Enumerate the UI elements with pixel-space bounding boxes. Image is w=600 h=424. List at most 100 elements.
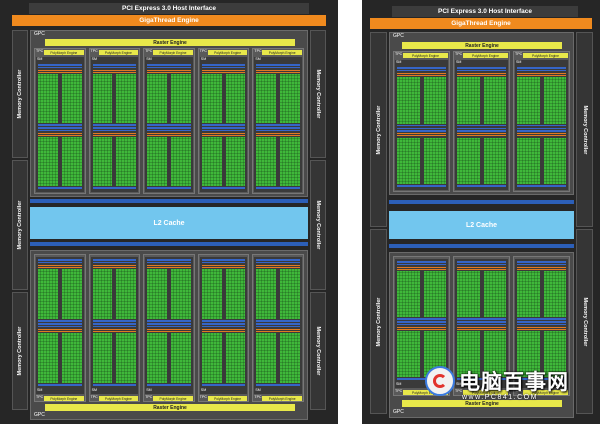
- sm-blue-bar: [457, 130, 506, 132]
- right-host-interface: PCI Express 3.0 Host Interface: [392, 6, 578, 17]
- sm-blue-bar: [147, 127, 191, 129]
- sm-orange-bar: [38, 266, 82, 268]
- cuda-core-grid: [397, 271, 420, 317]
- cuda-core-grid: [483, 271, 506, 317]
- sm-orange-bar: [38, 264, 82, 266]
- sm-blue-bar: [201, 320, 246, 322]
- sm-blue-bar: [38, 384, 82, 386]
- sm-blue-bar: [517, 321, 566, 323]
- sm-blue-bar: [397, 130, 446, 132]
- sm-orange-bar: [397, 135, 446, 137]
- sm-orange-bar: [457, 266, 506, 268]
- sm-orange-bar: [256, 71, 300, 73]
- left-bottom-raster-engine: Raster Engine: [45, 404, 295, 411]
- sm-orange-bar: [256, 264, 300, 266]
- sm-orange-bar: [397, 74, 446, 76]
- tpc-block: TPC PolyMorph Engine SM: [252, 254, 304, 402]
- sm-blue-bar: [256, 261, 300, 263]
- cuda-core-grid: [116, 74, 137, 123]
- tpc-block: TPC PolyMorph Engine SM: [453, 51, 510, 192]
- sm-blue-bar: [256, 187, 300, 189]
- right-gigathread-engine: GigaThread Engine: [370, 18, 592, 29]
- cuda-core-grid: [280, 269, 300, 319]
- sm-blue-bar: [38, 325, 82, 327]
- polymorph-engine: PolyMorph Engine: [523, 53, 568, 58]
- polymorph-engine: PolyMorph Engine: [403, 390, 448, 395]
- cuda-core-grid: [457, 137, 480, 184]
- tpc-block: TPC PolyMorph Engine SM: [252, 48, 304, 194]
- tpc-block: TPC PolyMorph Engine SM: [513, 256, 570, 396]
- sm-label: SM: [456, 382, 462, 386]
- right-l2-bar-bottom: [389, 244, 574, 248]
- sm-orange-bar: [147, 266, 191, 268]
- sm-orange-bar: [256, 266, 300, 268]
- sm-blue-bar: [397, 318, 446, 320]
- polymorph-engine: PolyMorph Engine: [262, 50, 302, 55]
- cuda-core-grid: [92, 74, 113, 123]
- polymorph-engine: PolyMorph Engine: [207, 396, 248, 401]
- cuda-core-grid: [201, 333, 222, 383]
- sm-blue-bar: [397, 261, 446, 263]
- cuda-core-grid: [423, 271, 446, 317]
- sm-blue-bar: [147, 384, 191, 386]
- cuda-core-grid: [397, 77, 420, 124]
- sm-orange-bar: [92, 264, 137, 266]
- sm-blue-bar: [38, 66, 82, 68]
- sm-blue-bar: [457, 261, 506, 263]
- cuda-core-grid: [116, 137, 137, 186]
- sm-label: SM: [200, 388, 207, 392]
- left-bottom-tpc-row: TPC PolyMorph Engine SM TPC PolyMorph Engine…: [34, 254, 304, 402]
- sm-blue-bar: [256, 384, 300, 386]
- sm-orange-bar: [201, 134, 246, 136]
- polymorph-engine: PolyMorph Engine: [403, 53, 448, 58]
- sm-block: SM: [515, 60, 568, 190]
- sm-blue-bar: [256, 325, 300, 327]
- right-memory-controller-1: Memory Controller: [370, 32, 387, 227]
- left-gpc-top: GPC Raster Engine TPC PolyMorph Engine SM T…: [30, 30, 308, 197]
- sm-blue-bar: [517, 318, 566, 320]
- sm-blue-bar: [256, 323, 300, 325]
- sm-blue-bar: [92, 64, 137, 66]
- sm-blue-bar: [38, 320, 82, 322]
- cuda-core-grid: [256, 269, 277, 319]
- left-memory-controller-1: Memory Controller: [12, 30, 28, 158]
- sm-label: SM: [396, 60, 402, 64]
- polymorph-engine: PolyMorph Engine: [153, 50, 193, 55]
- sm-blue-bar: [92, 320, 137, 322]
- tpc-block: TPC PolyMorph Engine SM: [143, 254, 195, 402]
- sm-blue-bar: [201, 323, 246, 325]
- sm-label: SM: [255, 388, 261, 392]
- sm-block: SM: [90, 257, 139, 394]
- polymorph-engine: PolyMorph Engine: [153, 396, 193, 401]
- left-host-interface: PCI Express 3.0 Host Interface: [29, 3, 309, 14]
- sm-orange-bar: [517, 268, 566, 270]
- sm-blue-bar: [38, 129, 82, 131]
- cuda-core-grid: [170, 74, 191, 123]
- sm-blue-bar: [397, 185, 446, 187]
- cuda-core-grid: [256, 137, 277, 186]
- sm-orange-bar: [517, 266, 566, 268]
- tpc-block: TPC PolyMorph Engine SM: [197, 48, 250, 194]
- sm-blue-bar: [92, 66, 137, 68]
- sm-blue-bar: [201, 259, 246, 261]
- sm-blue-bar: [92, 384, 137, 386]
- tpc-label: TPC: [36, 49, 44, 53]
- sm-blue-bar: [397, 378, 446, 380]
- sm-blue-bar: [397, 321, 446, 323]
- sm-blue-bar: [201, 66, 246, 68]
- sm-label: SM: [456, 60, 462, 64]
- left-gpc-bottom: TPC PolyMorph Engine SM TPC PolyMorph Engine…: [30, 250, 308, 420]
- tpc-block: TPC PolyMorph Engine SM: [34, 254, 86, 402]
- sm-block: SM: [36, 57, 84, 192]
- cuda-core-grid: [280, 333, 300, 383]
- sm-block: SM: [455, 259, 508, 388]
- cuda-core-grid: [483, 331, 506, 377]
- tpc-block: TPC PolyMorph Engine SM: [393, 256, 450, 396]
- sm-blue-bar: [92, 261, 137, 263]
- cuda-core-grid: [543, 137, 566, 184]
- cuda-core-grid: [517, 137, 540, 184]
- cuda-core-grid: [280, 137, 300, 186]
- sm-blue-bar: [457, 67, 506, 69]
- sm-orange-bar: [92, 132, 137, 134]
- tpc-block: TPC PolyMorph Engine SM: [453, 256, 510, 396]
